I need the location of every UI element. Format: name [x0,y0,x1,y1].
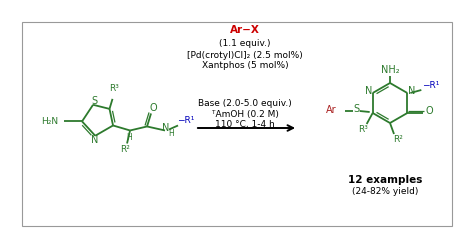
Text: R³: R³ [109,84,119,93]
Text: N: N [91,135,98,145]
Text: (1.1 equiv.): (1.1 equiv.) [219,38,271,48]
Text: Ar: Ar [327,105,337,115]
Text: R³: R³ [358,125,368,134]
Text: O: O [426,106,433,116]
Text: 12 examples: 12 examples [348,175,422,185]
Text: O: O [149,103,157,114]
Text: Ar−X: Ar−X [230,25,260,35]
Text: H: H [168,129,174,138]
Text: H₂N: H₂N [41,117,58,126]
Text: Xantphos (5 mol%): Xantphos (5 mol%) [202,61,288,69]
Text: N: N [163,124,170,133]
Text: Base (2.0-5.0 equiv.): Base (2.0-5.0 equiv.) [198,98,292,107]
Text: 110 °C, 1-4 h: 110 °C, 1-4 h [215,121,275,129]
Text: −R¹: −R¹ [422,82,439,91]
Text: (24-82% yield): (24-82% yield) [352,187,418,196]
Text: S: S [91,96,97,106]
Text: R²: R² [393,135,403,145]
Bar [22,22,452,226]
Text: N: N [365,86,373,96]
Text: [Pd(crotyl)Cl]₂ (2.5 mol%): [Pd(crotyl)Cl]₂ (2.5 mol%) [187,51,303,60]
Text: S: S [354,104,360,114]
Text: R²: R² [120,145,130,154]
Text: H: H [126,133,132,142]
Text: N: N [408,86,415,96]
Text: −R¹: −R¹ [177,116,195,125]
Text: ᵀAmOH (0.2 M): ᵀAmOH (0.2 M) [211,110,278,119]
Text: NH₂: NH₂ [381,65,399,75]
